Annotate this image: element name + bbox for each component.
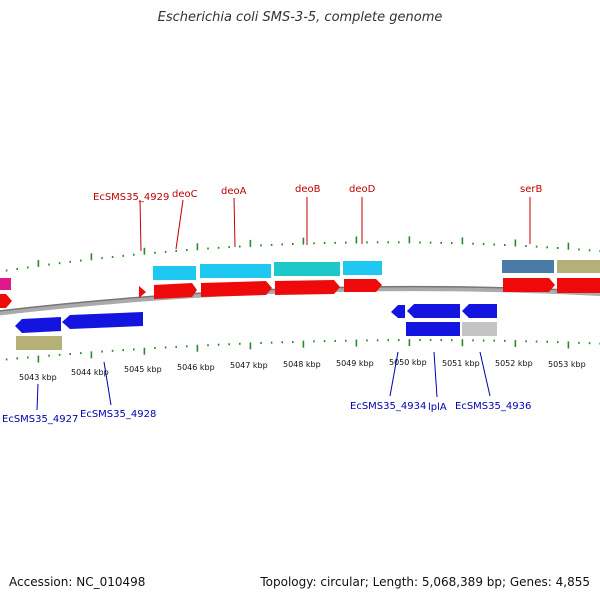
cds-arrow-EcSMS35_4934[interactable] (407, 304, 460, 318)
cds-arrow-EcSMS35_4928[interactable] (62, 312, 143, 329)
gene-box-EcSMS35_4936-annot[interactable] (462, 322, 497, 336)
gene-label-serB[interactable]: serB (520, 184, 542, 195)
cds-arrow-deoD[interactable] (344, 279, 382, 292)
reverse-gene-labels: EcSMS35_4927 EcSMS35_4928 EcSMS35_4934 l… (2, 351, 531, 425)
gene-label-EcSMS35_4928[interactable]: EcSMS35_4928 (80, 409, 156, 420)
kbp-label: 5045 kbp (124, 365, 162, 374)
cds-arrow-deoB[interactable] (275, 280, 340, 295)
kbp-label: 5052 kbp (495, 359, 533, 368)
forward-annotation-row (0, 260, 600, 290)
gene-label-EcSMS35_4929[interactable]: EcSMS35_4929 (93, 192, 169, 203)
gene-label-deoA[interactable]: deoA (221, 186, 247, 197)
cds-arrow-EcSMS35_4929[interactable] (139, 286, 146, 298)
forward-cds-row (0, 278, 600, 308)
gene-box-EcSMS35_4927-annot[interactable] (16, 336, 62, 350)
kbp-label: 5050 kbp (389, 358, 427, 367)
topology-label: Topology: circular; Length: 5,068,389 bp… (260, 575, 590, 589)
kbp-label: 5048 kbp (283, 360, 321, 369)
kbp-label: 5049 kbp (336, 359, 374, 368)
cds-arrow-rev-right[interactable] (462, 304, 497, 318)
gene-box-deoD-annot[interactable] (343, 261, 382, 275)
gene-label-deoD[interactable]: deoD (349, 184, 376, 195)
gene-box-lplA-annot[interactable] (406, 322, 460, 336)
forward-gene-labels: EcSMS35_4929 deoC deoA deoB deoD serB (93, 184, 542, 252)
gene-box-deoB-annot[interactable] (274, 262, 340, 276)
kbp-label: 5053 kbp (548, 360, 586, 369)
gene-box-deoA-annot[interactable] (200, 264, 271, 278)
gene-label-EcSMS35_4936[interactable]: EcSMS35_4936 (455, 401, 531, 412)
accession-label: Accession: NC_010498 (9, 575, 146, 589)
cds-arrow-left[interactable] (0, 294, 12, 308)
kbp-label: 5044 kbp (71, 368, 109, 377)
kbp-label: 5043 kbp (19, 373, 57, 382)
inner-tick-ring (5, 339, 600, 363)
gene-box-right-annot[interactable] (557, 260, 600, 273)
kbp-label: 5051 kbp (442, 359, 480, 368)
gene-label-lplA[interactable]: lplA (428, 402, 447, 413)
outer-tick-ring (5, 236, 600, 272)
cds-arrow-EcSMS35_4927[interactable] (15, 317, 61, 333)
cds-arrow-right[interactable] (557, 278, 600, 293)
reverse-cds-row (15, 304, 497, 350)
cds-arrow-deoC[interactable] (154, 283, 197, 299)
kbp-axis-labels: 5043 kbp 5044 kbp 5045 kbp 5046 kbp 5047… (19, 358, 586, 382)
gene-label-EcSMS35_4934[interactable]: EcSMS35_4934 (350, 401, 426, 412)
cds-arrow-deoA[interactable] (201, 281, 272, 297)
gene-label-deoB[interactable]: deoB (295, 184, 321, 195)
kbp-label: 5047 kbp (230, 361, 268, 370)
gene-box-serB-annot[interactable] (502, 260, 554, 273)
page-title: Escherichia coli SMS-3-5, complete genom… (157, 10, 443, 25)
gene-box-deoC-annot[interactable] (153, 266, 196, 280)
gene-label-EcSMS35_4927[interactable]: EcSMS35_4927 (2, 414, 78, 425)
gene-box-left-magenta[interactable] (0, 278, 11, 290)
cds-arrow-small-rev[interactable] (391, 305, 405, 318)
gene-label-deoC[interactable]: deoC (172, 189, 198, 200)
cds-arrow-serB[interactable] (503, 278, 555, 292)
kbp-label: 5046 kbp (177, 363, 215, 372)
